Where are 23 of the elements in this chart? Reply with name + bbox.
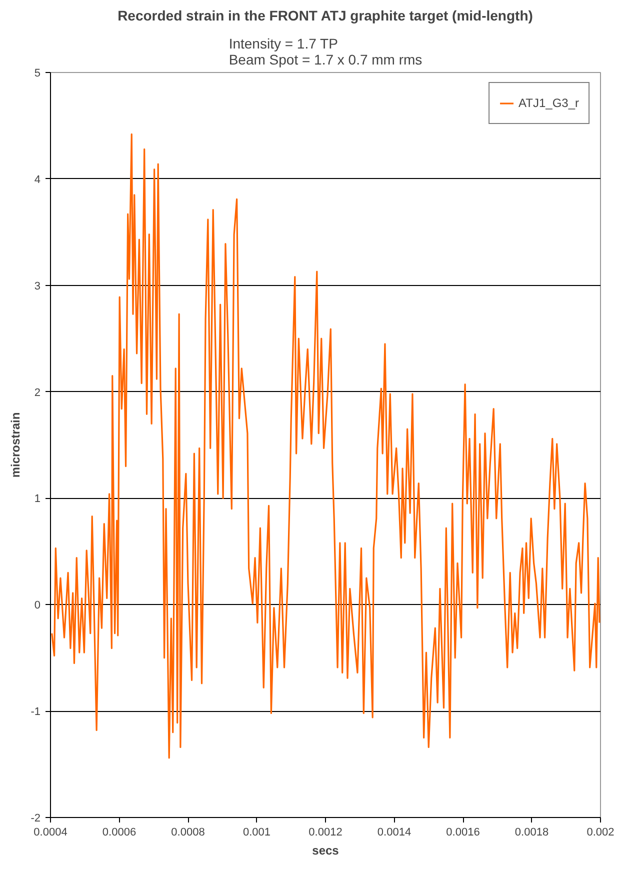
y-tick-label: 3 xyxy=(34,280,41,292)
chart-title: Recorded strain in the FRONT ATJ graphite target (mid-length) xyxy=(118,8,533,24)
y-tick-label: -2 xyxy=(30,812,40,824)
x-tick-label: 0.0008 xyxy=(171,826,205,838)
y-tick-label: 5 xyxy=(34,68,41,80)
x-tick-label: 0.002 xyxy=(586,826,614,838)
y-axis-title: microstrain xyxy=(8,412,23,478)
x-axis-title: secs xyxy=(312,844,340,858)
x-tick-label: 0.0014 xyxy=(377,826,412,838)
x-tick-label: 0.0006 xyxy=(102,826,136,838)
y-tick-label: 0 xyxy=(34,600,41,612)
x-tick-label: 0.0004 xyxy=(34,826,68,838)
x-tick-label: 0.001 xyxy=(242,826,271,838)
y-tick-label: 2 xyxy=(34,386,41,399)
x-tick-label: 0.0018 xyxy=(514,826,549,838)
line-series xyxy=(51,133,600,759)
y-tick-label: -1 xyxy=(30,706,40,718)
chart-subtitle: Intensity = 1.7 TP Beam Spot = 1.7 x 0.7 mm rms xyxy=(228,36,422,68)
x-tick-label: 0.0012 xyxy=(308,826,342,838)
x-tick-label: 0.0016 xyxy=(446,826,480,838)
y-tick-label: 1 xyxy=(34,493,41,506)
y-tick-label: 4 xyxy=(34,174,41,186)
legend-label: ATJ1_G3_r xyxy=(518,96,579,110)
